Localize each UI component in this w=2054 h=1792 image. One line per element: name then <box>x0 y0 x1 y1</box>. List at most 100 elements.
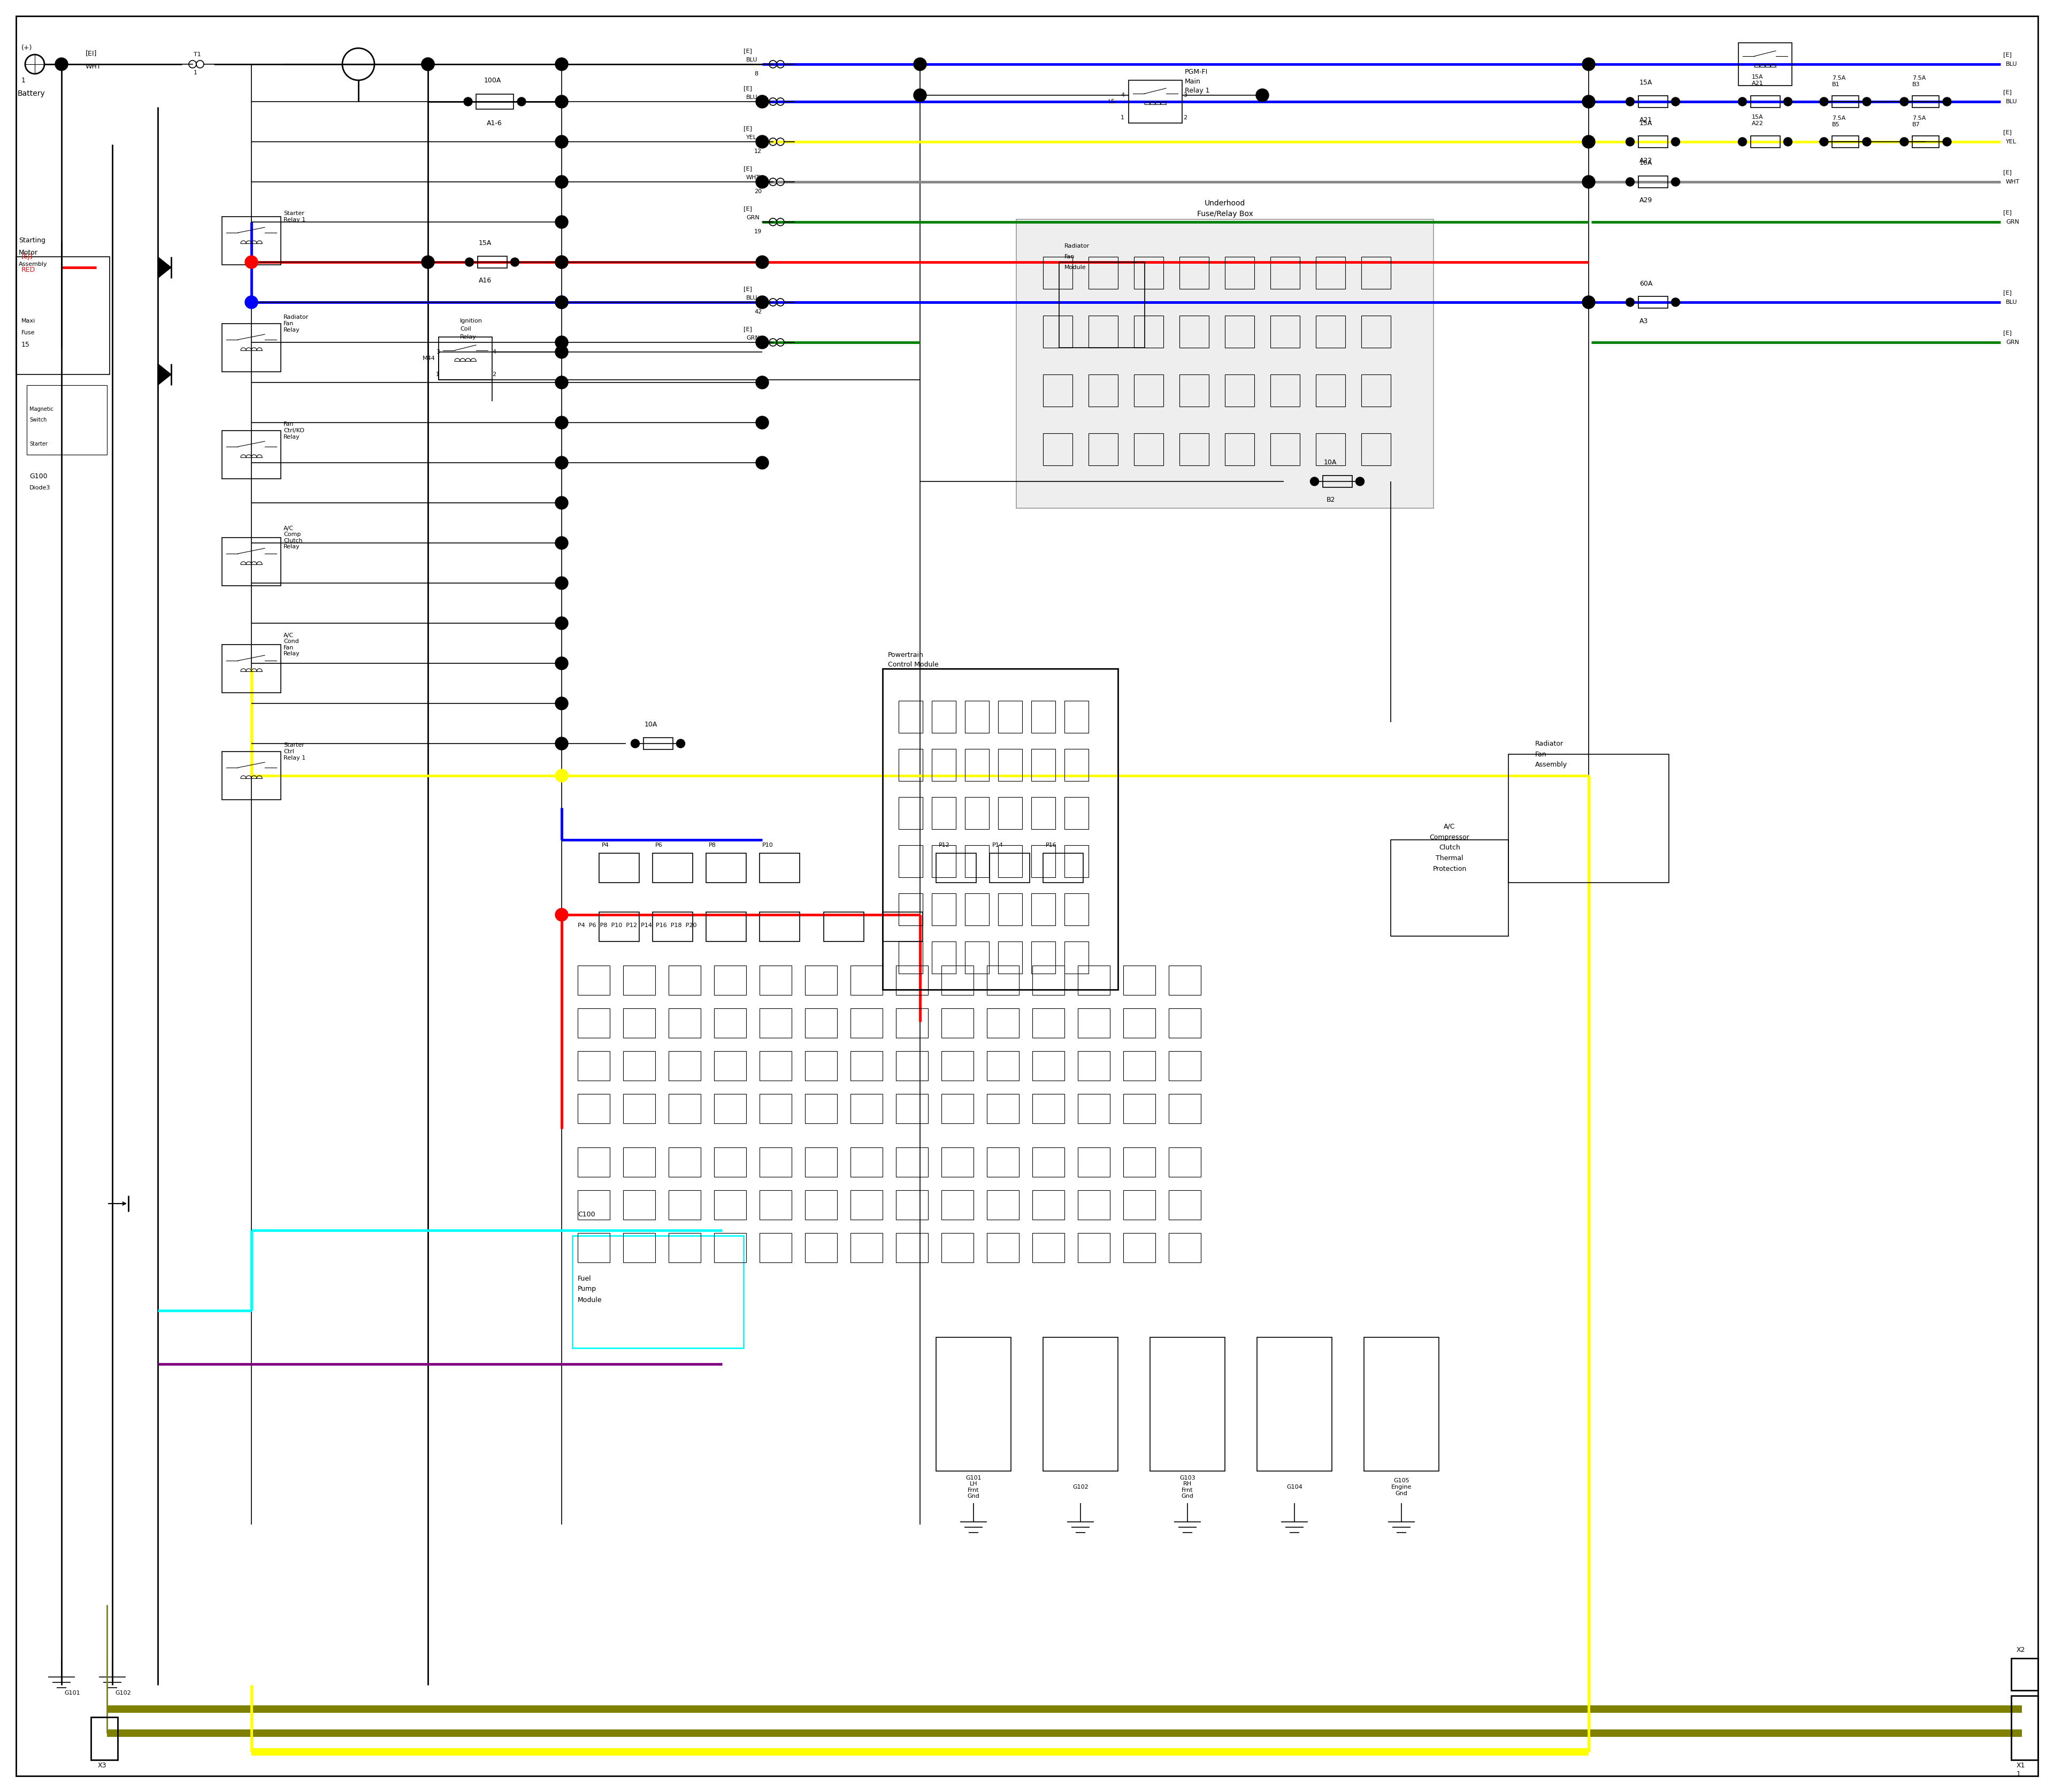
Circle shape <box>756 335 768 349</box>
Bar <box>1269 315 1300 348</box>
Text: 12: 12 <box>754 149 762 154</box>
Text: A21: A21 <box>1639 116 1651 124</box>
Bar <box>1124 1052 1154 1081</box>
Text: [E]: [E] <box>744 167 752 172</box>
Bar <box>965 797 990 830</box>
Bar <box>900 846 922 878</box>
Bar <box>900 797 922 830</box>
Bar <box>670 966 700 995</box>
Text: Ignition: Ignition <box>460 319 483 324</box>
Bar <box>707 912 746 941</box>
Bar <box>1078 1093 1109 1124</box>
Bar <box>2011 1695 2038 1760</box>
Text: 1: 1 <box>2017 1770 2021 1778</box>
Text: 10A: 10A <box>645 722 657 728</box>
Text: [E]: [E] <box>744 287 752 292</box>
Bar <box>1912 136 1939 147</box>
Bar <box>440 337 493 380</box>
Bar <box>1179 256 1210 289</box>
Circle shape <box>518 97 526 106</box>
Bar <box>622 1190 655 1220</box>
Bar <box>896 966 928 995</box>
Bar <box>805 1009 838 1038</box>
Bar <box>1169 1190 1202 1220</box>
Bar <box>998 846 1023 878</box>
Text: [E]: [E] <box>2003 90 2011 95</box>
Bar <box>670 1009 700 1038</box>
Text: [E]: [E] <box>744 206 752 211</box>
Text: 60A: 60A <box>1639 280 1653 287</box>
Bar <box>1078 1233 1109 1262</box>
Bar <box>900 894 922 925</box>
Text: Radiator
Fan
Relay: Radiator Fan Relay <box>283 315 308 333</box>
Bar <box>941 1147 974 1177</box>
Bar <box>1078 1052 1109 1081</box>
Bar <box>896 1147 928 1177</box>
Text: Diode3: Diode3 <box>29 486 51 491</box>
Bar <box>1031 701 1056 733</box>
Bar <box>27 385 107 455</box>
Bar <box>998 894 1023 925</box>
Bar <box>1269 434 1300 466</box>
Circle shape <box>555 136 569 149</box>
Circle shape <box>1672 177 1680 186</box>
Bar <box>1124 1009 1154 1038</box>
Bar <box>941 1190 974 1220</box>
Bar <box>1639 95 1668 108</box>
Text: X2: X2 <box>2017 1647 2025 1654</box>
Bar <box>896 1093 928 1124</box>
Circle shape <box>756 376 768 389</box>
Circle shape <box>555 457 569 470</box>
Text: 1: 1 <box>435 371 440 376</box>
Bar <box>941 1233 974 1262</box>
Bar <box>2011 1658 2038 1690</box>
Bar <box>653 912 692 941</box>
Circle shape <box>555 909 569 921</box>
Circle shape <box>555 577 569 590</box>
Circle shape <box>1863 138 1871 145</box>
Text: A29: A29 <box>1639 197 1651 204</box>
Bar <box>1169 1233 1202 1262</box>
Circle shape <box>421 256 433 269</box>
Text: [E]: [E] <box>2003 170 2011 176</box>
Text: A/C
Cond
Fan
Relay: A/C Cond Fan Relay <box>283 633 300 656</box>
Bar <box>715 1147 746 1177</box>
Text: Switch: Switch <box>29 418 47 423</box>
Text: P4: P4 <box>602 842 610 848</box>
Bar <box>622 1147 655 1177</box>
Bar <box>900 941 922 973</box>
Text: G105
Engine
Gnd: G105 Engine Gnd <box>1391 1478 1411 1496</box>
Bar <box>760 966 791 995</box>
Text: Starter
Ctrl
Relay 1: Starter Ctrl Relay 1 <box>283 742 306 760</box>
Bar <box>1064 846 1089 878</box>
Text: 15A: 15A <box>1639 79 1653 86</box>
Circle shape <box>1582 95 1596 108</box>
Bar <box>1033 1009 1064 1038</box>
Text: A/C
Comp
Clutch
Relay: A/C Comp Clutch Relay <box>283 525 302 550</box>
Bar <box>1134 434 1163 466</box>
Text: P10: P10 <box>762 842 772 848</box>
Bar <box>941 1009 974 1038</box>
Bar <box>965 749 990 781</box>
Bar <box>1064 749 1089 781</box>
Bar <box>805 1093 838 1124</box>
Bar <box>1033 1190 1064 1220</box>
Bar <box>670 1233 700 1262</box>
Bar <box>1224 315 1255 348</box>
Text: BLU: BLU <box>746 296 758 301</box>
Bar <box>941 966 974 995</box>
Bar <box>222 538 281 586</box>
Bar <box>986 1233 1019 1262</box>
Circle shape <box>555 215 569 228</box>
Bar <box>850 1147 883 1177</box>
Text: Fan: Fan <box>1064 254 1074 260</box>
Bar <box>1362 434 1391 466</box>
Bar <box>941 1052 974 1081</box>
Bar <box>760 1147 791 1177</box>
Bar <box>760 853 799 883</box>
Circle shape <box>914 90 926 102</box>
Bar <box>1317 375 1345 407</box>
Text: P16: P16 <box>1045 842 1058 848</box>
Circle shape <box>1627 297 1635 306</box>
Bar <box>1508 754 1668 883</box>
